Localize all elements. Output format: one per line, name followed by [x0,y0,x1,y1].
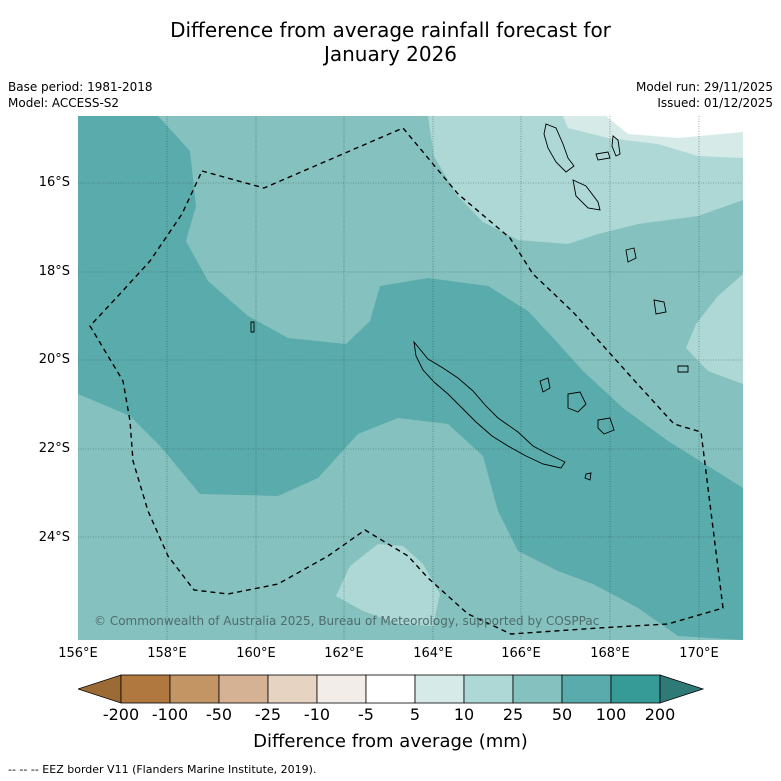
colorbar-p10-25 [463,674,514,704]
base-info: Base period: 1981-2018 Model: ACCESS-S2 [8,79,153,111]
espiritu-santo-coast [543,123,575,173]
colorbar-p50-100 [561,674,612,704]
lat-label-18s: 18°S [38,264,70,279]
colorbar-p5-10 [414,674,465,704]
lon-label-168e: 168°E [590,646,630,661]
lon-label-156e: 156°E [58,646,98,661]
region-10-25-south [336,544,440,626]
lon-label-170e: 170°E [679,646,719,661]
colorbar-m200-m100 [120,674,171,704]
coastlines [250,123,689,481]
lon-label-166e: 166°E [501,646,541,661]
colorbar-above-200 [659,674,705,704]
model-name: Model: ACCESS-S2 [8,96,120,110]
colorbar-tick-p25: 25 [502,705,524,724]
colorbar-m5-5 [365,674,416,704]
model-run: Model run: 29/11/2025 [635,80,773,94]
tanna-coast [653,299,667,315]
colorbar-m50-m25 [218,674,269,704]
colorbar-tick-m10: -10 [303,705,331,724]
map-title: Difference from average rainfall forecas… [0,18,781,66]
graticule [78,116,743,640]
region-10-25-northeast [428,116,743,244]
colorbar-tick-p100: 100 [595,705,627,724]
title-line-2: January 2026 [323,42,458,66]
region-50-100 [78,116,743,640]
colorbar-m25-m10 [267,674,318,704]
colorbar-label: Difference from average (mm) [253,731,528,752]
eez-footnote: -- -- -- EEZ border V11 (Flanders Marine… [8,763,317,776]
colorbar-tick-m50: -50 [205,705,233,724]
ouvea-coast [539,377,551,393]
lon-label-162e: 162°E [324,646,364,661]
mare-coast [597,417,615,435]
lat-label-22s: 22°S [38,441,70,456]
map-area [78,116,743,640]
malakula-coast [572,179,601,211]
title-line-1: Difference from average rainfall forecas… [170,18,611,42]
new-caledonia-coast [413,340,566,469]
lat-label-16s: 16°S [38,175,70,190]
ambae-coast [595,151,611,161]
eez-border [89,127,724,635]
colorbar-m10-m5 [316,674,367,704]
colorbar-m100-m50 [169,674,220,704]
base-period: Base period: 1981-2018 [8,80,153,94]
colorbar-tick-p50: 50 [551,705,573,724]
colorbar-tick-p10: 10 [453,705,475,724]
region-white-corner [606,116,743,138]
colorbar-p25-50 [512,674,563,704]
region-10-25-east [686,274,743,384]
isle-of-pines-coast [584,472,592,481]
colorbar-tick-m5: -5 [358,705,374,724]
lat-label-20s: 20°S [38,352,70,367]
lifou-coast [567,391,587,413]
colorbar-tick-m200: -200 [102,705,140,724]
colorbar-tick-m100: -100 [151,705,189,724]
lat-label-24s: 24°S [38,530,70,545]
colorbar-tick-p5: 5 [409,705,421,724]
copyright-notice: © Commonwealth of Australia 2025, Bureau… [94,614,600,628]
lon-label-158e: 158°E [147,646,187,661]
colorbar [76,674,705,704]
maewo-coast [611,135,621,157]
lon-label-164e: 164°E [413,646,453,661]
efate-coast [625,247,637,263]
lord-howe-rise-islet [677,365,689,373]
lon-label-160e: 160°E [236,646,276,661]
colorbar-tick-m25: -25 [254,705,282,724]
colorbar-p100-200 [610,674,661,704]
colorbar-tick-p200: 200 [644,705,676,724]
run-info: Model run: 29/11/2025 Issued: 01/12/2025 [636,79,773,111]
colorbar-below-200 [76,674,122,704]
chesterfield-islets [250,321,255,333]
issued-date: Issued: 01/12/2025 [657,96,773,110]
